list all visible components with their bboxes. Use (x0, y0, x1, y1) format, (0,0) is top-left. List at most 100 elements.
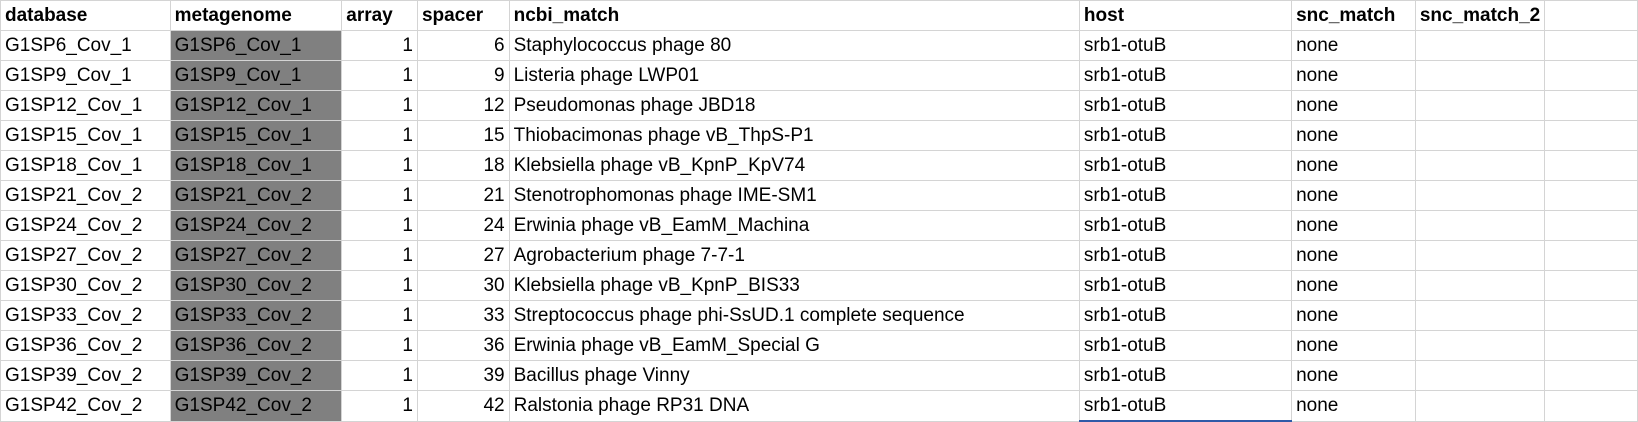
cell-snc-match-2[interactable] (1414, 240, 1546, 271)
cell-host[interactable]: srb1-otuB (1078, 60, 1293, 91)
cell-host[interactable]: srb1-otuB (1078, 300, 1293, 331)
cell-metagenome[interactable]: G1SP6_Cov_1 (169, 30, 343, 61)
cell-blank[interactable] (1544, 240, 1638, 271)
cell-spacer[interactable]: 42 (416, 390, 510, 422)
cell-ncbi-match[interactable]: Klebsiella phage vB_KpnP_BIS33 (508, 270, 1080, 301)
cell-array[interactable]: 1 (341, 330, 418, 361)
cell-blank[interactable] (1544, 360, 1638, 391)
cell-ncbi-match[interactable]: Staphylococcus phage 80 (508, 30, 1080, 61)
cell-host[interactable]: srb1-otuB (1078, 240, 1293, 271)
cell-snc-match[interactable]: none (1291, 300, 1416, 331)
cell-metagenome[interactable]: G1SP27_Cov_2 (169, 240, 343, 271)
cell-snc-match-2[interactable] (1414, 90, 1546, 121)
cell-blank[interactable] (1544, 150, 1638, 181)
column-header-snc-match[interactable]: snc_match (1291, 0, 1416, 31)
cell-metagenome[interactable]: G1SP9_Cov_1 (169, 60, 343, 91)
cell-blank[interactable] (1544, 120, 1638, 151)
cell-metagenome[interactable]: G1SP18_Cov_1 (169, 150, 343, 181)
cell-spacer[interactable]: 30 (416, 270, 510, 301)
cell-blank[interactable] (1544, 180, 1638, 211)
cell-snc-match-2[interactable] (1414, 30, 1546, 61)
cell-database[interactable]: G1SP9_Cov_1 (0, 60, 171, 91)
column-header-host[interactable]: host (1078, 0, 1293, 31)
cell-metagenome[interactable]: G1SP24_Cov_2 (169, 210, 343, 241)
cell-database[interactable]: G1SP36_Cov_2 (0, 330, 171, 361)
cell-host[interactable]: srb1-otuB (1078, 90, 1293, 121)
cell-ncbi-match[interactable]: Klebsiella phage vB_KpnP_KpV74 (508, 150, 1080, 181)
cell-blank[interactable] (1544, 90, 1638, 121)
cell-blank[interactable] (1544, 30, 1638, 61)
cell-database[interactable]: G1SP30_Cov_2 (0, 270, 171, 301)
cell-ncbi-match[interactable]: Listeria phage LWP01 (508, 60, 1080, 91)
column-header-database[interactable]: database (0, 0, 171, 31)
cell-database[interactable]: G1SP12_Cov_1 (0, 90, 171, 121)
cell-database[interactable]: G1SP39_Cov_2 (0, 360, 171, 391)
cell-ncbi-match[interactable]: Stenotrophomonas phage IME-SM1 (508, 180, 1080, 211)
cell-snc-match-2[interactable] (1414, 300, 1546, 331)
cell-array[interactable]: 1 (341, 180, 418, 211)
cell-ncbi-match[interactable]: Erwinia phage vB_EamM_Machina (508, 210, 1080, 241)
cell-host[interactable]: srb1-otuB (1078, 180, 1293, 211)
column-header-ncbi-match[interactable]: ncbi_match (508, 0, 1080, 31)
cell-snc-match-2[interactable] (1414, 150, 1546, 181)
cell-host[interactable]: srb1-otuB (1078, 30, 1293, 61)
cell-array[interactable]: 1 (341, 150, 418, 181)
cell-ncbi-match[interactable]: Pseudomonas phage JBD18 (508, 90, 1080, 121)
cell-spacer[interactable]: 24 (416, 210, 510, 241)
cell-snc-match[interactable]: none (1291, 330, 1416, 361)
cell-snc-match-2[interactable] (1414, 360, 1546, 391)
cell-database[interactable]: G1SP24_Cov_2 (0, 210, 171, 241)
cell-snc-match[interactable]: none (1291, 390, 1416, 422)
cell-ncbi-match[interactable]: Streptococcus phage phi-SsUD.1 complete … (508, 300, 1080, 331)
cell-snc-match[interactable]: none (1291, 120, 1416, 151)
cell-snc-match[interactable]: none (1291, 240, 1416, 271)
cell-host[interactable]: srb1-otuB (1078, 360, 1293, 391)
cell-spacer[interactable]: 12 (416, 90, 510, 121)
column-header-metagenome[interactable]: metagenome (169, 0, 343, 31)
cell-metagenome[interactable]: G1SP15_Cov_1 (169, 120, 343, 151)
cell-metagenome[interactable]: G1SP33_Cov_2 (169, 300, 343, 331)
column-header-array[interactable]: array (341, 0, 418, 31)
cell-blank[interactable] (1544, 270, 1638, 301)
cell-database[interactable]: G1SP42_Cov_2 (0, 390, 171, 422)
cell-array[interactable]: 1 (341, 390, 418, 422)
cell-array[interactable]: 1 (341, 120, 418, 151)
column-header-snc-match-2[interactable]: snc_match_2 (1414, 0, 1546, 31)
cell-blank[interactable] (1544, 390, 1638, 422)
cell-snc-match-2[interactable] (1414, 210, 1546, 241)
cell-snc-match[interactable]: none (1291, 90, 1416, 121)
cell-snc-match[interactable]: none (1291, 360, 1416, 391)
cell-database[interactable]: G1SP15_Cov_1 (0, 120, 171, 151)
cell-spacer[interactable]: 21 (416, 180, 510, 211)
cell-spacer[interactable]: 6 (416, 30, 510, 61)
cell-ncbi-match[interactable]: Ralstonia phage RP31 DNA (508, 390, 1080, 422)
cell-array[interactable]: 1 (341, 30, 418, 61)
cell-spacer[interactable]: 15 (416, 120, 510, 151)
cell-snc-match-2[interactable] (1414, 180, 1546, 211)
cell-host[interactable]: srb1-otuB (1078, 390, 1293, 422)
cell-snc-match[interactable]: none (1291, 30, 1416, 61)
cell-spacer[interactable]: 18 (416, 150, 510, 181)
cell-host[interactable]: srb1-otuB (1078, 150, 1293, 181)
cell-array[interactable]: 1 (341, 240, 418, 271)
cell-ncbi-match[interactable]: Bacillus phage Vinny (508, 360, 1080, 391)
cell-metagenome[interactable]: G1SP42_Cov_2 (169, 390, 343, 422)
cell-spacer[interactable]: 27 (416, 240, 510, 271)
cell-snc-match-2[interactable] (1414, 390, 1546, 422)
cell-metagenome[interactable]: G1SP36_Cov_2 (169, 330, 343, 361)
cell-host[interactable]: srb1-otuB (1078, 210, 1293, 241)
cell-host[interactable]: srb1-otuB (1078, 330, 1293, 361)
cell-blank[interactable] (1544, 300, 1638, 331)
cell-snc-match[interactable]: none (1291, 180, 1416, 211)
column-header-spacer[interactable]: spacer (416, 0, 510, 31)
cell-metagenome[interactable]: G1SP30_Cov_2 (169, 270, 343, 301)
cell-array[interactable]: 1 (341, 60, 418, 91)
cell-spacer[interactable]: 39 (416, 360, 510, 391)
cell-snc-match[interactable]: none (1291, 270, 1416, 301)
cell-metagenome[interactable]: G1SP12_Cov_1 (169, 90, 343, 121)
cell-database[interactable]: G1SP27_Cov_2 (0, 240, 171, 271)
cell-spacer[interactable]: 33 (416, 300, 510, 331)
cell-blank[interactable] (1544, 330, 1638, 361)
cell-array[interactable]: 1 (341, 360, 418, 391)
cell-array[interactable]: 1 (341, 210, 418, 241)
